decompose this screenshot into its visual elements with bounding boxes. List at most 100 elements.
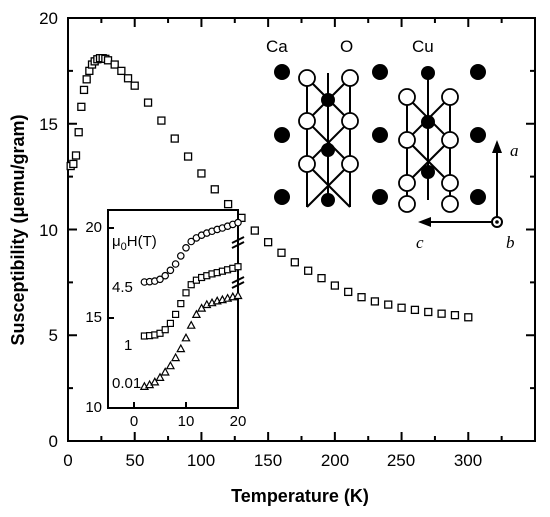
y-tick-label: 20 <box>39 9 58 28</box>
y-axis-title: Susceptibility (μemu/gram) <box>8 114 28 345</box>
data-point <box>277 248 286 257</box>
inset-data-point <box>156 275 164 284</box>
crystal-structure: Ca O Cu <box>266 37 519 252</box>
data-point <box>357 293 366 302</box>
data-point <box>117 66 126 76</box>
o-atom <box>398 88 416 106</box>
inset-data-point <box>234 263 242 271</box>
data-point <box>170 134 179 143</box>
x-axis-title: Temperature (K) <box>231 486 369 506</box>
data-point <box>197 169 206 178</box>
x-tick-label: 0 <box>63 451 72 470</box>
inset-plot: 0 10 20 10 15 20 μ0H(T) 4.5 1 0.01 <box>85 209 247 430</box>
inset-frame <box>107 209 239 409</box>
inset-y-tick-label: 20 <box>85 219 102 236</box>
inset-axis-ticks <box>108 227 239 409</box>
data-point <box>130 81 139 90</box>
data-point <box>250 226 259 235</box>
inset-data-point <box>187 281 195 289</box>
o-atoms <box>298 69 459 213</box>
crystal-axis-c: c <box>416 233 424 252</box>
inset-data-point <box>191 309 202 318</box>
data-point <box>263 238 273 247</box>
cu-atom <box>421 165 435 179</box>
y-tick-label: 15 <box>39 115 58 134</box>
cu-atom <box>321 143 335 157</box>
o-atom <box>298 155 316 173</box>
data-point <box>424 307 433 317</box>
ca-atom <box>274 189 290 205</box>
o-atom <box>341 112 359 130</box>
data-point <box>464 313 473 322</box>
cu-atom <box>321 193 335 207</box>
inset-data-point <box>166 319 174 327</box>
data-point <box>74 128 83 137</box>
inset-data-point <box>166 266 175 275</box>
crystal-axis-b: b <box>506 233 515 252</box>
o-atom <box>398 131 416 149</box>
inset-x-tick-label: 0 <box>130 413 138 430</box>
inset-data-point <box>177 252 185 260</box>
crystal-axis-a: a <box>510 141 519 160</box>
o-atom <box>298 69 316 87</box>
atom-label-cu: Cu <box>412 37 434 56</box>
inset-data-point <box>165 360 176 370</box>
data-point <box>77 102 86 111</box>
x-tick-label: 50 <box>126 451 145 470</box>
ca-atom <box>470 189 486 205</box>
inset-data-point <box>182 244 190 252</box>
x-tick-label: 200 <box>321 451 349 470</box>
inset-data-point <box>160 367 170 376</box>
x-tick-labels: 0 50 100 150 200 250 300 <box>63 451 482 470</box>
o-atom <box>441 174 459 192</box>
inset-data-point <box>181 332 191 342</box>
cu-atoms <box>321 66 435 207</box>
y-tick-label: 10 <box>39 221 58 240</box>
ca-atom <box>274 127 290 143</box>
data-point <box>157 116 166 125</box>
x-tick-label: 100 <box>187 451 215 470</box>
inset-data-point <box>233 290 243 300</box>
inset-data-point <box>172 310 180 318</box>
o-atom <box>398 174 416 192</box>
cu-atom <box>421 66 435 80</box>
data-point <box>103 56 113 65</box>
o-atom <box>341 155 359 173</box>
o-atom <box>398 195 416 213</box>
data-point <box>210 185 219 194</box>
ca-atom <box>470 127 486 143</box>
o-atom <box>298 112 316 130</box>
inset-series-label: 0.01 <box>112 375 141 392</box>
data-point <box>183 152 193 161</box>
ca-atom <box>372 189 388 205</box>
data-point <box>143 98 153 107</box>
inset-data-point <box>155 372 165 381</box>
inset-y-tick-label: 15 <box>85 309 102 326</box>
inset-y-tick-label: 10 <box>85 399 102 416</box>
data-point <box>304 266 313 275</box>
x-tick-label: 300 <box>454 451 482 470</box>
inset-series-label: 1 <box>124 337 132 354</box>
data-point <box>123 74 133 83</box>
atom-label-o: O <box>340 37 353 56</box>
inset-x-tick-label: 20 <box>230 413 247 430</box>
inset-data-point <box>170 352 181 362</box>
inset-data-point <box>161 271 170 280</box>
x-tick-label: 150 <box>254 451 282 470</box>
o-atom <box>341 69 359 87</box>
data-point <box>330 281 340 290</box>
data-point <box>384 300 393 309</box>
cu-atom <box>421 115 435 129</box>
inset-series-label: 4.5 <box>112 279 133 296</box>
cu-atom <box>321 93 335 107</box>
inset-series <box>139 218 243 390</box>
ca-atom <box>372 64 388 80</box>
data-point <box>450 311 460 320</box>
inset-data-point <box>176 343 186 353</box>
ca-atom <box>470 64 486 80</box>
inset-data-point <box>234 218 242 227</box>
inset-data-point <box>186 320 196 329</box>
o-atom <box>441 195 459 213</box>
data-point <box>317 273 326 283</box>
